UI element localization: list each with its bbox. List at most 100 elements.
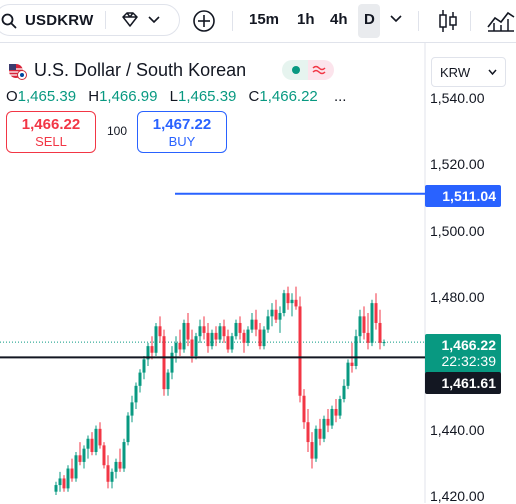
candle-body (206, 332, 210, 347)
buy-price: 1,467.22 (152, 116, 212, 133)
candle-body (186, 322, 190, 340)
candle-body (330, 408, 334, 426)
candle-body (342, 385, 346, 400)
candle-body (114, 461, 118, 472)
symbol-name[interactable]: USDKRW (25, 12, 94, 29)
candle-body (262, 329, 266, 347)
us-flag-icon (9, 64, 27, 80)
candle-body (354, 336, 358, 366)
candle-body (370, 303, 374, 343)
candle-body (122, 442, 126, 469)
top-toolbar: USDKRW 15m 1h 4h D (0, 0, 516, 43)
candle-body (346, 362, 350, 386)
toolbar-separator (232, 11, 233, 31)
candle-body (274, 309, 278, 320)
low-key: L (169, 88, 178, 105)
candle-body (54, 485, 58, 492)
candle-body (218, 326, 222, 340)
candle-type-icon[interactable] (438, 9, 458, 33)
price-chart[interactable] (0, 42, 516, 503)
candle-body (190, 339, 194, 357)
candle-body (90, 438, 94, 452)
market-status-badge[interactable] (282, 60, 308, 80)
candle-body (230, 336, 234, 350)
close-value: 1,466.22 (259, 88, 318, 105)
toolbar-separator (418, 11, 419, 31)
candle-body (258, 329, 262, 347)
last-price-value: 1,466.22 (441, 337, 497, 353)
candle-body (174, 342, 178, 353)
candle-body (250, 319, 254, 330)
more-legend-button[interactable]: ... (333, 88, 347, 105)
candle-body (102, 445, 106, 466)
close-key: C (248, 88, 260, 105)
market-open-dot-icon (292, 66, 300, 74)
symbol-search-box[interactable]: USDKRW (0, 4, 180, 36)
candle-body (86, 438, 90, 449)
candle-body (298, 306, 302, 396)
candle-body (70, 468, 74, 479)
candle-body (290, 299, 294, 304)
candle-body (74, 455, 78, 479)
candle-body (338, 399, 342, 416)
data-delay-badge[interactable] (308, 60, 334, 80)
sell-label: SELL (35, 134, 67, 149)
candle-body (110, 471, 114, 482)
candle-body (302, 395, 306, 423)
indicators-icon[interactable] (486, 9, 516, 33)
sell-price: 1,466.22 (21, 116, 81, 133)
compare-plus-icon[interactable] (192, 9, 216, 33)
candle-body (314, 428, 318, 459)
axis-tick-label: 1,500.00 (430, 223, 485, 239)
candle-body (178, 342, 182, 350)
diamond-icon[interactable] (120, 12, 140, 28)
high-value: 1,466.99 (99, 88, 158, 105)
candle-body (286, 293, 290, 304)
candle-body (378, 322, 382, 343)
candle-body (150, 346, 154, 353)
buy-label: BUY (168, 134, 196, 149)
sell-button[interactable]: 1,466.22 SELL (6, 111, 96, 153)
candle-body (278, 313, 282, 320)
timeframe-chevron-icon[interactable] (390, 14, 402, 24)
symbol-divider (105, 11, 106, 29)
axis-tick-label: 1,420.00 (430, 488, 485, 504)
candle-body (162, 336, 166, 390)
open-key: O (6, 88, 18, 105)
currency-value: KRW (440, 65, 471, 80)
candle-body (362, 316, 366, 333)
candle-body (66, 468, 70, 489)
horizontal-line-price-tag[interactable]: 1,461.61 (425, 372, 501, 394)
candle-body (234, 322, 238, 337)
symbol-description: U.S. Dollar / South Korean (34, 60, 247, 80)
chevron-down-icon (488, 69, 497, 76)
buy-button[interactable]: 1,467.22 BUY (137, 111, 227, 153)
horizontal-line-price-tag[interactable]: 1,511.04 (425, 185, 501, 207)
candle-body (198, 326, 202, 337)
candle-body (194, 336, 198, 357)
candle-body (62, 478, 66, 489)
candle-body (242, 332, 246, 343)
timeframe-15m[interactable]: 15m (249, 11, 280, 28)
timeframe-d[interactable]: D (364, 11, 375, 28)
candle-body (58, 478, 62, 486)
timeframe-4h[interactable]: 4h (330, 11, 348, 28)
ohlc-values: O1,465.39 H1,466.99 L1,465.39 C1,466.22 … (6, 88, 346, 105)
open-value: 1,465.39 (17, 88, 77, 105)
spread-value: 100 (106, 124, 128, 138)
candle-body (158, 326, 162, 337)
candle-body (130, 402, 134, 416)
currency-select[interactable]: KRW (431, 57, 506, 87)
candle-body (226, 336, 230, 350)
candle-body (78, 455, 82, 462)
candle-body (382, 342, 386, 344)
candle-body (94, 428, 98, 452)
candle-body (154, 326, 158, 353)
timeframe-1h[interactable]: 1h (297, 11, 315, 28)
candle-body (326, 418, 330, 426)
candle-body (106, 465, 110, 482)
axis-tick-label: 1,440.00 (430, 422, 485, 438)
candle-body (138, 372, 142, 386)
wave-icon (312, 65, 326, 75)
chevron-down-icon[interactable] (148, 15, 160, 25)
